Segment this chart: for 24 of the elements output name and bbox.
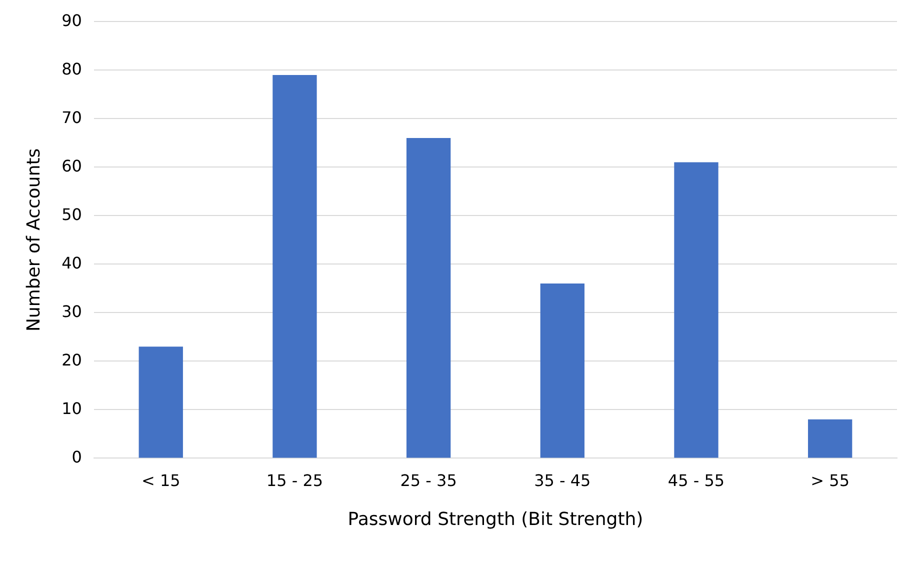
x-tick-label: < 15 (141, 470, 180, 490)
bar (272, 74, 317, 458)
x-tick-label: 35 - 45 (534, 470, 591, 490)
bar (406, 138, 451, 458)
y-tick-label: 10 (62, 398, 82, 418)
bar (138, 346, 183, 458)
y-tick-label: 80 (62, 59, 82, 78)
y-axis-title: Number of Accounts (23, 148, 44, 332)
bar (540, 284, 584, 458)
y-tick-label: 0 (72, 447, 82, 466)
y-tick-label: 30 (62, 302, 82, 321)
bar (808, 419, 852, 458)
y-tick-label: 20 (62, 350, 82, 370)
x-tick-label: 15 - 25 (266, 470, 324, 490)
x-tick-label: 45 - 55 (668, 470, 725, 490)
x-axis-title: Password Strength (Bit Strength) (348, 508, 644, 530)
y-tick-label: 60 (62, 156, 82, 176)
y-tick-label: 40 (62, 253, 82, 272)
x-tick-label: 25 - 35 (400, 470, 457, 490)
x-tick-label: > 55 (810, 470, 850, 490)
y-tick-label: 90 (62, 10, 82, 30)
y-tick-label: 70 (62, 108, 82, 127)
bar (674, 162, 718, 458)
y-tick-label: 50 (62, 204, 82, 224)
